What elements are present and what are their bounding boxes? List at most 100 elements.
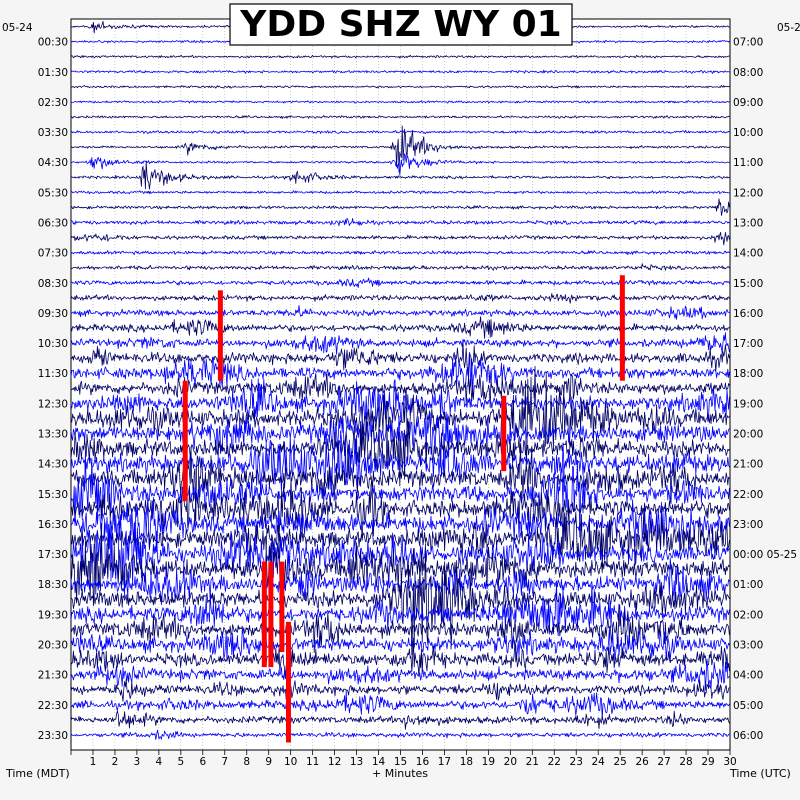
x-tick-label: 27 <box>657 756 670 768</box>
right-time-label: 21:00 <box>733 459 763 471</box>
x-tick-label: 5 <box>177 756 184 768</box>
x-tick-label: 8 <box>243 756 250 768</box>
left-time-axis: 00:30 01:30 02:30 03:30 04:30 05:30 06:30 07:30… <box>38 37 68 742</box>
trace-row <box>70 293 730 304</box>
x-tick-label: 11 <box>306 756 319 768</box>
x-tick-label: 3 <box>134 756 141 768</box>
trace-row <box>70 410 730 477</box>
right-time-label: 02:00 <box>733 609 763 621</box>
x-tick-label: 29 <box>701 756 714 768</box>
trace-row <box>70 232 730 246</box>
left-time-label: 14:30 <box>38 459 68 471</box>
right-time-label: 12:00 <box>733 187 763 199</box>
clipped-segment <box>619 275 625 381</box>
right-time-label: 16:00 <box>733 308 763 320</box>
right-time-label: 06:00 <box>733 730 763 742</box>
trace-row <box>70 513 730 598</box>
x-tick-label: 10 <box>284 756 297 768</box>
x-tick-label: 18 <box>460 756 473 768</box>
trace-row <box>70 365 730 472</box>
left-time-label: 09:30 <box>38 308 68 320</box>
right-time-label: 04:00 <box>733 670 763 682</box>
x-tick-label: 24 <box>592 756 606 768</box>
left-time-label: 03:30 <box>38 127 68 139</box>
trace-row <box>70 523 730 607</box>
trace-row <box>70 411 730 487</box>
x-tick-label: 9 <box>265 756 272 768</box>
right-time-label: 10:00 <box>733 127 763 139</box>
right-time-label: 07:00 <box>733 37 763 49</box>
trace-row <box>70 341 730 376</box>
x-tick-label: 4 <box>156 756 163 768</box>
left-time-label: 22:30 <box>38 700 68 712</box>
trace-row <box>70 582 730 637</box>
trace-row <box>70 450 730 538</box>
trace-row <box>70 130 730 135</box>
start-date-right: 05-2 <box>777 22 800 34</box>
left-time-label: 12:30 <box>38 398 68 410</box>
x-tick-label: 16 <box>416 756 430 768</box>
trace-row <box>70 69 730 74</box>
left-time-label: 15:30 <box>38 489 68 501</box>
clipped-signal-marks <box>182 275 625 743</box>
trace-row <box>70 277 730 289</box>
title-box: YDD SHZ WY 01 <box>229 3 573 46</box>
left-time-label: 19:30 <box>38 609 68 621</box>
clipped-segment <box>268 561 274 668</box>
left-time-label: 13:30 <box>38 428 68 440</box>
trace-row <box>71 153 730 176</box>
left-time-label: 05:30 <box>38 187 68 199</box>
right-axis-title: Time (UTC) <box>729 767 791 780</box>
left-time-label: 16:30 <box>38 519 68 531</box>
trace-row <box>70 263 730 271</box>
trace-row <box>70 494 730 555</box>
trace-row <box>70 430 730 496</box>
x-tick-label: 23 <box>570 756 583 768</box>
trace-row <box>70 499 730 574</box>
clipped-segment <box>261 561 267 668</box>
right-time-label: 13:00 <box>733 217 763 229</box>
x-tick-label: 12 <box>328 756 341 768</box>
right-time-label: 08:00 <box>733 67 763 79</box>
trace-row <box>70 378 730 424</box>
right-time-label: 20:00 <box>733 428 763 440</box>
right-time-axis: 07:00 08:00 09:00 10:00 11:00 12:00 13:00 14:00… <box>733 37 797 742</box>
right-time-label: 05:00 <box>733 700 763 712</box>
left-time-label: 23:30 <box>38 730 68 742</box>
left-time-label: 20:30 <box>38 639 68 651</box>
right-time-label: 09:00 <box>733 97 763 109</box>
clipped-segment <box>285 621 291 743</box>
x-tick-label: 7 <box>221 756 228 768</box>
left-time-label: 04:30 <box>38 157 68 169</box>
minutes-axis: 1 2 3 4 5 6 7 8 9 10 11 12 13 14 15 16 17 18 19 20 21 22 23 24 2… <box>70 750 737 768</box>
trace-row <box>70 316 730 339</box>
x-tick-label: 1 <box>90 756 97 768</box>
trace-row <box>70 604 730 653</box>
right-time-label: 00:00 05-25 <box>733 549 797 561</box>
trace-row <box>70 710 730 730</box>
x-tick-label: 26 <box>635 756 649 768</box>
clipped-segment <box>182 380 188 502</box>
right-time-label: 19:00 <box>733 398 763 410</box>
x-tick-label: 25 <box>613 756 626 768</box>
right-time-label: 14:00 <box>733 248 763 260</box>
left-time-label: 07:30 <box>38 248 68 260</box>
right-time-label: 15:00 <box>733 278 763 290</box>
trace-row <box>70 332 730 355</box>
x-tick-label: 30 <box>723 756 736 768</box>
chart-title: YDD SHZ WY 01 <box>239 4 561 45</box>
x-tick-label: 2 <box>112 756 119 768</box>
left-time-label: 17:30 <box>38 549 68 561</box>
trace-row <box>70 543 730 656</box>
x-tick-label: 19 <box>482 756 495 768</box>
clipped-segment <box>217 290 223 381</box>
left-time-label: 00:30 <box>38 37 68 49</box>
x-tick-label: 21 <box>526 756 539 768</box>
clipped-segment <box>279 561 285 653</box>
x-axis-title: + Minutes <box>372 767 428 780</box>
right-time-label: 18:00 <box>733 368 763 380</box>
trace-row <box>70 115 730 119</box>
trace-row <box>70 198 730 216</box>
start-date-left: 05-24 <box>2 22 33 34</box>
